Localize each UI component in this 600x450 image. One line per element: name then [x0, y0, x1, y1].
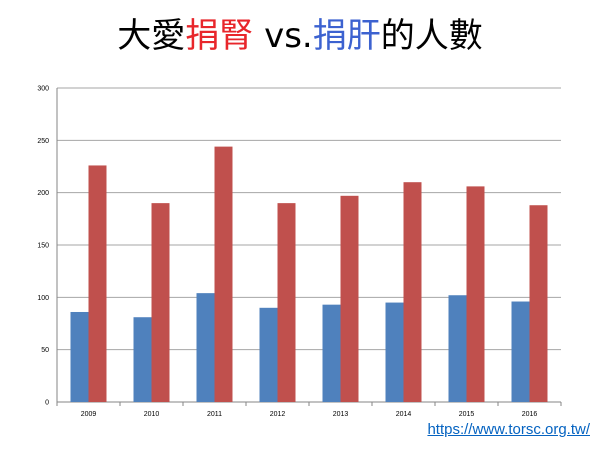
y-tick-label: 0: [45, 400, 49, 407]
x-tick-label: 2016: [522, 411, 538, 418]
bar-kidney: [151, 203, 170, 402]
bar-kidney: [277, 203, 296, 402]
x-tick-label: 2015: [459, 411, 475, 418]
bar-liver: [322, 304, 341, 402]
y-tick-label: 250: [37, 138, 49, 145]
bar-kidney: [529, 205, 548, 402]
y-tick-label: 100: [37, 295, 49, 302]
bar-liver: [133, 317, 152, 402]
y-tick-label: 150: [37, 243, 49, 250]
x-tick-label: 2014: [396, 411, 412, 418]
y-tick-label: 300: [37, 86, 49, 93]
website-link[interactable]: https://www.torsc.org.tw/: [427, 421, 590, 438]
x-tick-label: 2010: [144, 411, 160, 418]
bar-liver: [259, 307, 278, 402]
bar-kidney: [340, 195, 359, 402]
bar-kidney: [214, 146, 233, 402]
x-tick-label: 2012: [270, 411, 286, 418]
title-part-kidney: 捐腎: [185, 16, 254, 56]
x-tick-label: 2013: [333, 411, 349, 418]
bar-liver: [196, 293, 215, 402]
bar-liver: [70, 311, 89, 402]
y-tick-label: 200: [37, 190, 49, 197]
bar-liver: [448, 295, 467, 402]
title-part-vs: vs.: [253, 16, 313, 56]
title-part-liver: 捐肝: [312, 16, 381, 56]
title-part-1: 大愛: [117, 16, 186, 56]
bar-liver: [385, 302, 404, 402]
chart-title: 大愛捐腎 vs.捐肝的人數: [0, 14, 600, 58]
bar-kidney: [88, 165, 107, 402]
bar-kidney: [466, 186, 485, 402]
bar-liver: [511, 301, 530, 402]
x-tick-label: 2011: [207, 411, 222, 418]
title-part-5: 的人數: [380, 16, 483, 56]
bar-kidney: [403, 182, 422, 402]
y-tick-label: 50: [41, 347, 49, 354]
x-tick-label: 2009: [81, 411, 97, 418]
